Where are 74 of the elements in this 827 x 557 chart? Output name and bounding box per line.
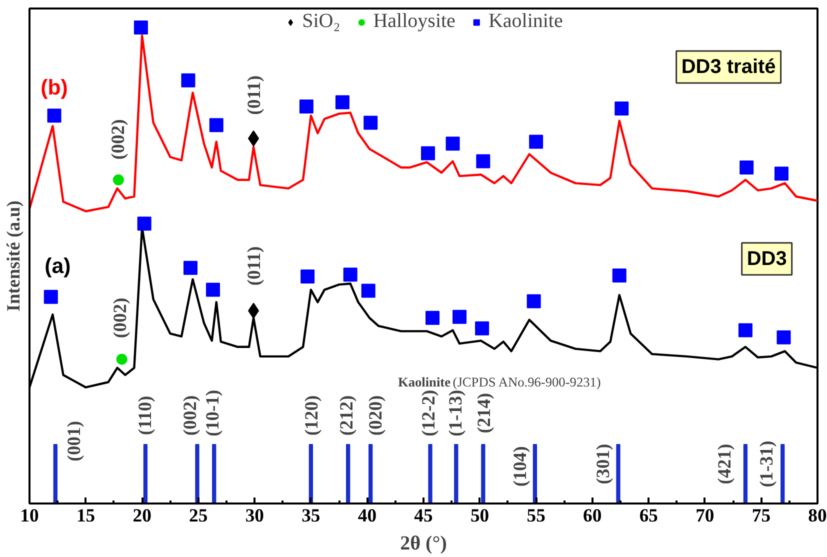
annotation: (002) (108, 119, 129, 160)
annotation: (b) (40, 76, 68, 100)
point (299, 100, 314, 114)
point (452, 310, 467, 324)
x-axis-title: 2θ (°) (400, 532, 447, 554)
x-tick-label: 60 (583, 506, 602, 526)
annotation: (JCPDS ANo.96-900-9231) (452, 374, 601, 390)
point (776, 330, 791, 344)
point (206, 282, 220, 297)
x-tick-label: 75 (752, 506, 771, 526)
x-tick-label: 80 (808, 506, 827, 526)
x-tick-label: 70 (696, 506, 714, 526)
point (614, 101, 629, 116)
point (738, 323, 752, 338)
x-tick-label: 25 (189, 506, 208, 526)
annotation: (104) (510, 446, 531, 487)
legend-label: Halloysite (373, 10, 456, 33)
legend-label: Kaolinite (488, 10, 563, 33)
point (335, 95, 350, 110)
annotation: (301) (593, 444, 614, 484)
point (44, 290, 58, 304)
annotation: (1-31) (756, 440, 778, 488)
point (612, 268, 626, 283)
x-tick-label: 10 (20, 506, 39, 526)
legend-label: SiO₂ (302, 10, 340, 33)
point (116, 354, 128, 365)
point (181, 73, 196, 88)
point (361, 284, 376, 298)
annotation: (1-13) (446, 390, 467, 436)
annotation: (020) (366, 395, 387, 436)
x-tick-label: 55 (526, 506, 546, 526)
point (137, 216, 152, 231)
point (529, 134, 544, 149)
x-tick-label: 50 (470, 506, 490, 526)
point (364, 116, 378, 130)
x-tick-label: 15 (76, 506, 96, 526)
annotation: (002) (110, 298, 132, 338)
annotation: (a) (44, 254, 71, 278)
annotation: (011) (244, 246, 266, 286)
point (343, 268, 358, 282)
x-tick-label: 35 (302, 506, 320, 526)
x-tick-label: 20 (132, 506, 152, 526)
annotation: (10-1) (202, 390, 224, 436)
point (209, 118, 224, 132)
annotation: (011) (244, 75, 266, 115)
annotation: (110) (134, 396, 156, 436)
point (774, 166, 788, 181)
point (300, 269, 315, 284)
point (134, 20, 148, 35)
y-axis-title: Intensité (a.u) (4, 200, 24, 312)
point (475, 321, 490, 336)
point (740, 160, 754, 174)
point (526, 294, 541, 308)
point (426, 310, 440, 325)
annotation: (002) (180, 395, 201, 436)
point (112, 174, 124, 186)
point (476, 154, 490, 168)
x-tick-label: 45 (414, 506, 433, 526)
x-tick-label: 30 (245, 506, 264, 526)
point (446, 136, 460, 151)
annotation: (120) (302, 395, 323, 436)
annotation: DD3 (746, 248, 787, 270)
point (47, 108, 62, 123)
annotation: (214) (474, 392, 495, 434)
annotation: (001) (64, 420, 86, 462)
annotation: DD3 traité (681, 56, 776, 78)
point (421, 146, 436, 160)
annotation: (12-2) (418, 390, 440, 436)
annotation: (212) (336, 395, 358, 436)
x-tick-label: 65 (639, 506, 658, 526)
annotation: (421) (714, 444, 736, 484)
annotation: Kaolinite (398, 374, 451, 390)
x-tick-label: 40 (358, 506, 377, 526)
point (183, 260, 198, 275)
